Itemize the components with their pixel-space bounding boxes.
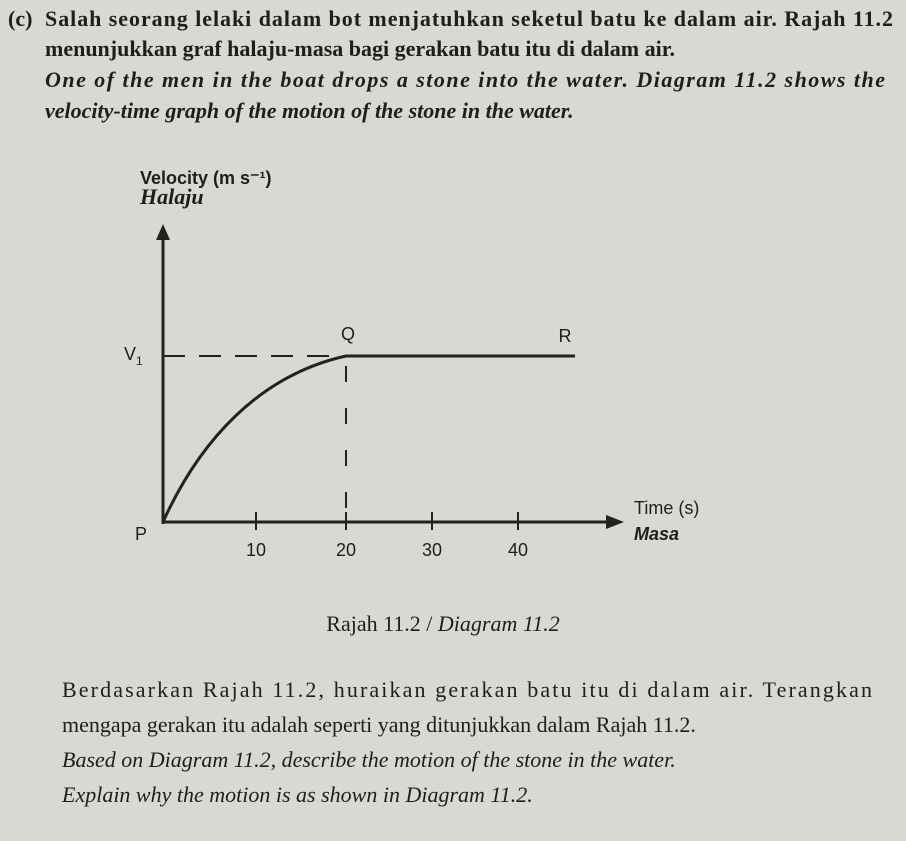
question-line: One of the men in the boat drops a stone… xyxy=(45,67,885,92)
x-label: Time (s) xyxy=(634,498,699,518)
point-label: R xyxy=(559,326,572,346)
task-line: Based on Diagram 11.2, describe the moti… xyxy=(62,747,676,772)
question-label: (c) xyxy=(8,6,32,31)
v1-label: V1 xyxy=(124,344,143,368)
caption-malay: Rajah 11.2 / xyxy=(326,611,433,636)
velocity-curve xyxy=(161,354,575,523)
x-tick-label: 20 xyxy=(336,540,356,560)
caption: Rajah 11.2 / Diagram 11.2 xyxy=(326,611,559,636)
x-tick-label: 40 xyxy=(508,540,528,560)
x-tick-label: 10 xyxy=(246,540,266,560)
question-line: Salah seorang lelaki dalam bot menjatuhk… xyxy=(45,6,893,31)
v1-sub: 1 xyxy=(136,354,143,368)
x-tick-label: 30 xyxy=(422,540,442,560)
caption-english: Diagram 11.2 xyxy=(437,611,560,636)
task-line: mengapa gerakan itu adalah seperti yang … xyxy=(62,712,696,737)
y-label: Velocity (m s⁻¹) xyxy=(140,168,272,188)
question-line: menunjukkan graf halaju-masa bagi geraka… xyxy=(45,36,675,61)
x-label-malay: Masa xyxy=(634,524,679,544)
question-line: velocity-time graph of the motion of the… xyxy=(45,98,574,123)
y-arrow xyxy=(156,224,170,240)
point-label: Q xyxy=(341,324,355,344)
x-ticks xyxy=(255,512,519,530)
v1-main: V xyxy=(124,344,136,364)
task-line: Berdasarkan Rajah 11.2, huraikan gerakan… xyxy=(62,677,872,702)
point-label: P xyxy=(135,524,147,544)
y-label-malay: Halaju xyxy=(139,184,204,209)
x-arrow xyxy=(606,515,624,529)
graph: Velocity (m s⁻¹) Halaju 10 20 30 40 V1 Q… xyxy=(124,168,699,560)
task-line: Explain why the motion is as shown in Di… xyxy=(61,782,533,807)
